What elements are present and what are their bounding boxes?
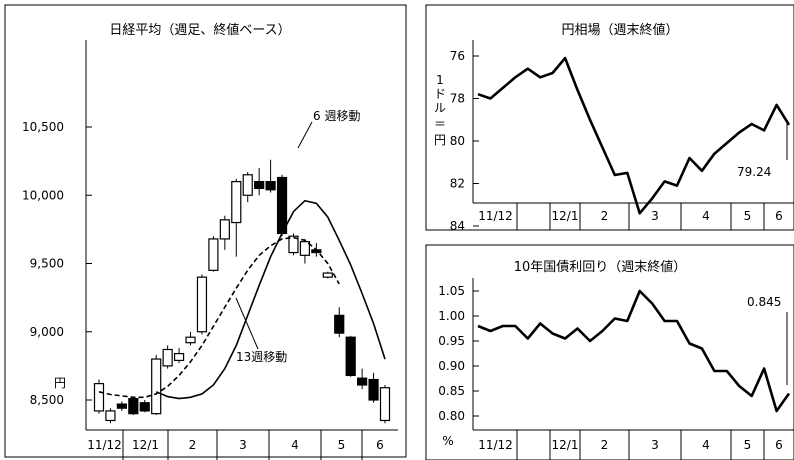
jgb-line [477,289,791,413]
nikkei-ytick-label: 8,500 [30,393,64,407]
jgb-ytick-label: 0.95 [438,334,465,348]
yen-month-label: 12/1 [552,209,579,223]
yen-frame [425,4,794,231]
yen-y-unit-3: ル [434,101,446,115]
jgb-title: 10年国債利回り（週末終値） [514,259,687,275]
candle-body [276,176,288,235]
jgb-month-label: 12/1 [552,438,579,452]
jgb-month-label: 3 [651,438,659,452]
yen-title: 円相場（週末終値） [561,22,678,38]
candle-body [185,336,196,344]
yen-month-label: 2 [601,209,609,223]
candle-body [357,377,368,386]
candle-body [299,241,311,256]
yen-y-unit-5: 円 [434,133,446,147]
candle-body [288,235,299,254]
jgb-ytick-label: 0.85 [438,384,465,398]
yen-line [477,56,791,215]
ma13-label: 13週移動 [236,350,287,364]
ma6-label: 6 週移動 [313,109,360,123]
candle-body [105,410,116,422]
candle-body [196,276,208,333]
candle-body [345,336,356,377]
yen-month-label: 11/12 [478,209,513,223]
jgb-y-unit: % [442,434,453,448]
yen-ytick-label: 76 [450,49,465,63]
yen-y-unit-2: ド [434,87,446,101]
nikkei-month-label: 5 [338,438,346,452]
nikkei-month-label: 11/12 [87,438,122,452]
jgb-last-label: 0.845 [747,295,781,309]
nikkei-ytick-label: 9,500 [30,257,64,271]
ma13-leader [235,297,259,350]
candle-body [265,181,276,191]
nikkei-ytick-label: 10,500 [22,120,64,134]
yen-last-label: 79.24 [737,165,771,179]
yen-y-unit-4: ＝ [434,117,446,131]
candle-body [93,383,105,412]
yen-chart: 円相場（週末終値） 79.24 1 ド ル ＝ 円 76 78 80 82 84 11/1… [425,4,794,233]
jgb-ytick-label: 0.80 [438,409,465,423]
yen-month-label: 4 [702,209,710,223]
candle-body [208,238,219,271]
nikkei-month-label: 12/1 [132,438,159,452]
nikkei-y-unit: 円 [54,376,66,390]
jgb-frame [425,244,794,460]
nikkei-chart: 日経平均（週足、終値ベース） 円 6 週移動 13週移動 8,500 9,000 9… [4,4,407,460]
ma6-line [155,199,386,400]
nikkei-ytick-label: 10,000 [22,188,64,202]
yen-month-label: 3 [651,209,659,223]
jgb-month-label: 11/12 [478,438,513,452]
ma13-line [98,236,340,399]
nikkei-ytick-label: 9,000 [30,325,64,339]
yen-ytick-label: 82 [450,177,465,191]
yen-ytick-label: 78 [450,92,465,106]
candle-body [139,402,150,412]
ma6-leader [297,121,313,149]
nikkei-frame [4,4,407,458]
nikkei-month-label: 2 [189,438,197,452]
jgb-month-label: 4 [702,438,710,452]
candle-body [116,403,127,409]
jgb-month-label: 2 [601,438,609,452]
jgb-chart: 10年国債利回り（週末終値） 0.845 % 0.80 0.85 0.90 0.95 1… [425,244,794,460]
nikkei-month-label: 4 [291,438,299,452]
nikkei-month-label: 3 [239,438,247,452]
jgb-ytick-label: 0.90 [438,359,465,373]
yen-ytick-label: 80 [450,134,465,148]
yen-month-label: 6 [775,209,783,223]
candle-body [151,358,162,415]
candle-body [242,174,253,196]
candle-body [162,348,173,367]
yen-y-unit-1: 1 [436,73,444,87]
candle-body [322,272,333,278]
yen-month-label: 5 [744,209,752,223]
jgb-month-label: 6 [775,438,783,452]
candle-body [254,181,265,190]
jgb-ytick-label: 1.05 [438,284,465,298]
candle-body [334,314,345,334]
yen-ytick-label: 84 [450,219,465,233]
jgb-ytick-label: 1.00 [438,309,465,323]
candle-body [128,398,139,415]
candle-body [379,387,391,422]
candle-body [368,378,379,401]
nikkei-month-label: 6 [376,438,384,452]
nikkei-title: 日経平均（週足、終値ベース） [109,22,290,38]
jgb-month-label: 5 [744,438,752,452]
candle-body [219,219,230,240]
candle-body [173,352,185,362]
candle-body [231,181,242,224]
